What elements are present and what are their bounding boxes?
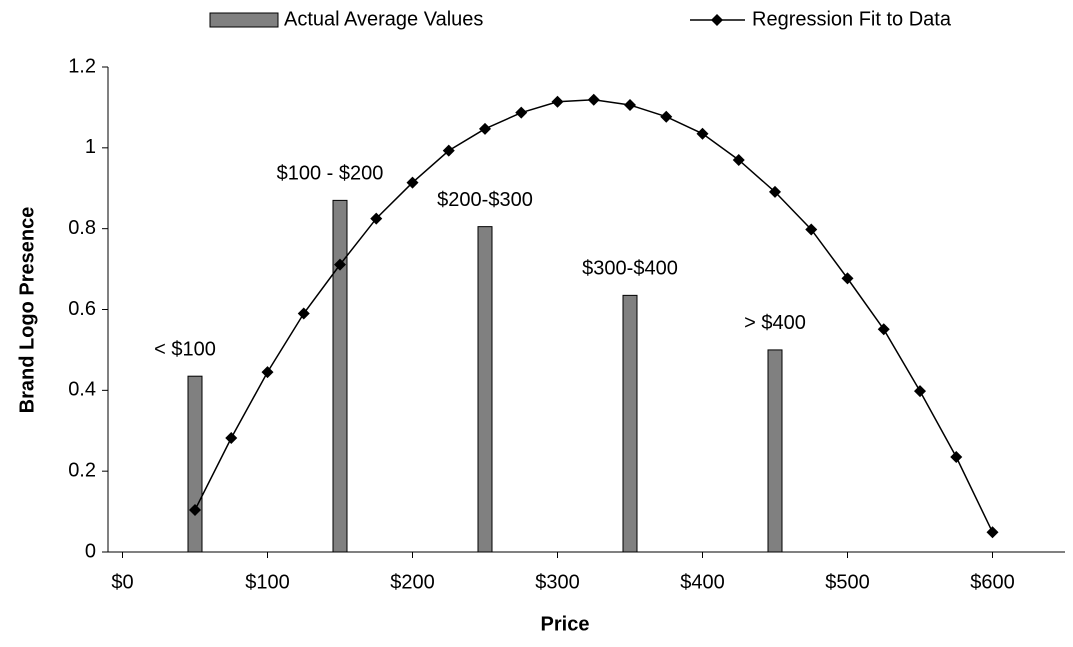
y-tick-label: 0 <box>85 540 96 562</box>
bar-label: > $400 <box>744 312 806 334</box>
x-tick-label: $500 <box>825 571 870 593</box>
line-marker <box>334 258 346 271</box>
bar-label: $300-$400 <box>582 258 678 280</box>
line-marker <box>442 144 455 157</box>
x-tick-label: $400 <box>680 571 725 593</box>
legend-label: Actual Average Values <box>284 8 483 30</box>
bar <box>187 375 203 553</box>
x-tick-label: $300 <box>535 571 580 593</box>
line-marker <box>696 127 709 140</box>
y-tick-label: 0.4 <box>68 379 96 401</box>
line-marker <box>769 185 781 198</box>
line-marker <box>370 212 383 225</box>
line-marker <box>587 93 600 106</box>
line-marker <box>624 98 636 111</box>
line-marker <box>225 432 238 445</box>
x-tick-label: $100 <box>245 571 290 593</box>
bar <box>767 349 783 553</box>
x-tick-label: $0 <box>111 571 133 593</box>
x-axis-label: Price <box>541 613 590 635</box>
line-marker <box>297 307 310 320</box>
bar <box>332 199 348 553</box>
line-marker <box>732 153 745 166</box>
line-marker <box>986 526 999 539</box>
bar <box>622 294 638 553</box>
y-tick-label: 0.6 <box>68 298 96 320</box>
line-marker <box>261 366 274 379</box>
line-marker <box>406 176 419 189</box>
line-marker <box>877 323 890 336</box>
line-marker <box>515 106 528 119</box>
line-marker <box>189 503 201 516</box>
legend-label: Regression Fit to Data <box>752 8 952 30</box>
line-marker <box>914 385 926 398</box>
line-marker <box>479 122 491 135</box>
bar-label: $100 - $200 <box>277 163 384 185</box>
x-tick-label: $600 <box>970 571 1015 593</box>
x-tick-label: $200 <box>390 571 435 593</box>
line-marker <box>805 223 818 236</box>
legend-swatch <box>209 12 279 28</box>
y-tick-label: 0.8 <box>68 217 96 239</box>
line-marker <box>841 272 854 285</box>
line-marker <box>950 451 963 464</box>
bar-label: $200-$300 <box>437 189 533 211</box>
legend-marker <box>711 14 723 26</box>
bar-label: < $100 <box>154 338 216 360</box>
y-axis-label: Brand Logo Presence <box>16 207 38 414</box>
y-tick-label: 0.2 <box>68 459 96 481</box>
y-tick-label: 1 <box>85 136 96 158</box>
bar <box>477 226 493 553</box>
line-marker <box>551 95 564 108</box>
line-marker <box>660 110 673 123</box>
y-tick-label: 1.2 <box>68 55 96 77</box>
